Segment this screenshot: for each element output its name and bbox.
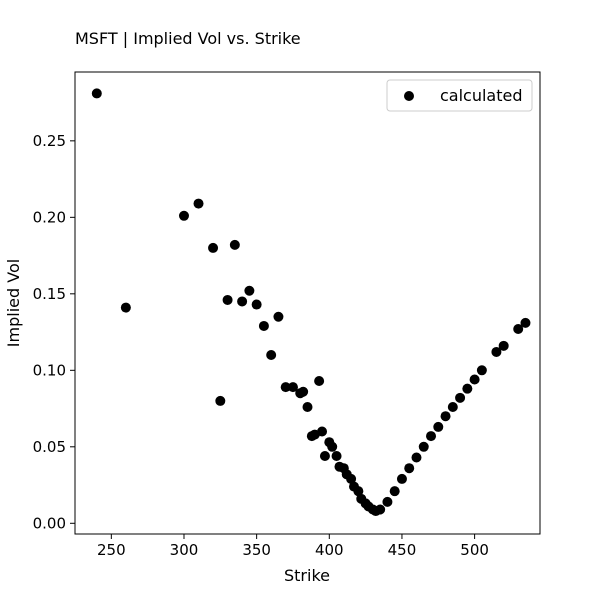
x-axis: 250 300 350 400 450 500: [97, 534, 489, 559]
data-point: [120, 302, 131, 313]
legend-label: calculated: [440, 86, 523, 105]
data-point: [302, 402, 313, 413]
data-point: [426, 431, 437, 442]
data-point: [178, 210, 189, 221]
x-axis-label: Strike: [284, 566, 330, 585]
plot-area-frame: [74, 71, 541, 535]
data-point: [327, 441, 338, 452]
y-axis-label: Implied Vol: [4, 259, 23, 347]
data-point: [513, 324, 524, 335]
data-point: [382, 496, 393, 507]
data-point: [208, 242, 219, 253]
data-point: [266, 350, 277, 361]
data-point: [244, 285, 255, 296]
x-tick-label: 450: [388, 541, 417, 559]
data-point: [469, 374, 480, 385]
legend-marker: [404, 91, 414, 101]
data-point: [396, 473, 407, 484]
data-point: [520, 317, 531, 328]
y-tick-label: 0.05: [33, 438, 66, 456]
data-point: [462, 383, 473, 394]
data-point: [298, 386, 309, 397]
y-tick-label: 0.25: [33, 132, 66, 150]
data-point: [273, 311, 284, 322]
y-tick-label: 0.15: [33, 285, 66, 303]
x-tick-label: 250: [97, 541, 126, 559]
y-tick-label: 0.00: [33, 514, 66, 532]
legend: calculated: [386, 79, 533, 112]
data-point: [433, 421, 444, 432]
data-point: [498, 340, 509, 351]
y-axis: 0.00 0.05 0.10 0.15 0.20 0.25: [33, 132, 75, 532]
data-point: [319, 450, 330, 461]
chart-title: MSFT | Implied Vol vs. Strike: [75, 29, 301, 48]
data-point: [222, 294, 233, 305]
y-tick-label: 0.20: [33, 208, 66, 226]
data-point: [251, 299, 262, 310]
data-point: [237, 296, 248, 307]
data-point: [353, 486, 364, 497]
data-point: [229, 239, 240, 250]
data-point: [215, 395, 226, 406]
data-point: [491, 346, 502, 357]
data-point: [346, 473, 357, 484]
data-point: [447, 402, 458, 413]
data-point: [389, 486, 400, 497]
data-point: [404, 463, 415, 474]
data-point: [375, 504, 386, 515]
x-tick-label: 500: [460, 541, 489, 559]
data-point: [314, 376, 325, 387]
data-point: [440, 411, 451, 422]
data-point: [476, 365, 487, 376]
legend-box: [386, 79, 533, 112]
data-point: [331, 450, 342, 461]
x-tick-label: 400: [315, 541, 344, 559]
y-tick-label: 0.10: [33, 361, 66, 379]
data-points: [91, 88, 531, 517]
data-point: [317, 426, 328, 437]
data-point: [455, 392, 466, 403]
data-point: [193, 198, 204, 209]
data-point: [91, 88, 102, 99]
x-tick-label: 300: [170, 541, 199, 559]
x-tick-label: 350: [242, 541, 271, 559]
data-point: [280, 382, 291, 393]
data-point: [411, 452, 422, 463]
data-point: [418, 441, 429, 452]
data-point: [287, 382, 298, 393]
data-point: [258, 320, 269, 331]
